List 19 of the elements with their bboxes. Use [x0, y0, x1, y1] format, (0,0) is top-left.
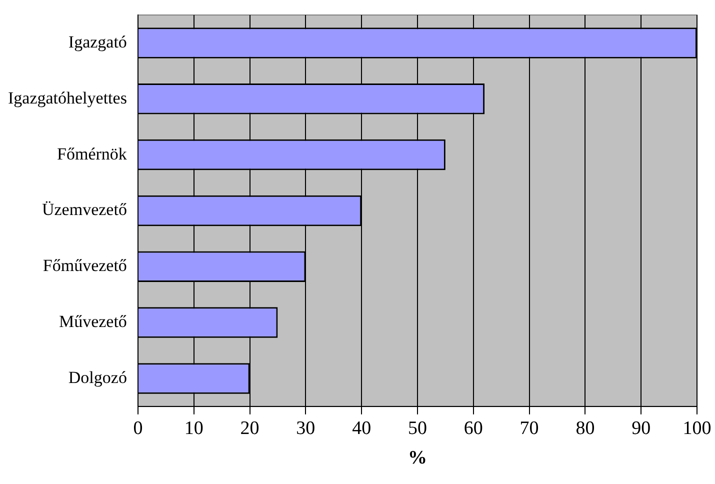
x-axis-title: % — [408, 448, 427, 469]
x-tick-label: 90 — [632, 418, 651, 439]
y-tick-label: Dolgozó — [68, 368, 127, 387]
y-tick-label: Művezető — [58, 312, 127, 331]
x-tick-label: 70 — [520, 418, 539, 439]
y-tick-label: Főművezető — [42, 256, 127, 276]
x-tick-label: 50 — [408, 418, 427, 439]
x-tick-label: 100 — [682, 418, 712, 439]
x-tick-label: 20 — [240, 418, 260, 439]
x-tick-label: 10 — [184, 418, 204, 439]
x-tick-label: 60 — [464, 418, 483, 439]
x-tick-label: 40 — [352, 418, 372, 439]
y-tick-label: Főmérnök — [57, 144, 128, 164]
y-tick-label: Igazgatóhelyettes — [8, 88, 127, 108]
x-tick-label: 0 — [133, 418, 143, 439]
y-tick-label: Igazgató — [68, 32, 127, 52]
x-tick-label: 80 — [576, 418, 595, 439]
x-tick-label: 30 — [296, 418, 316, 439]
y-tick-label: Üzemvezető — [42, 200, 127, 220]
